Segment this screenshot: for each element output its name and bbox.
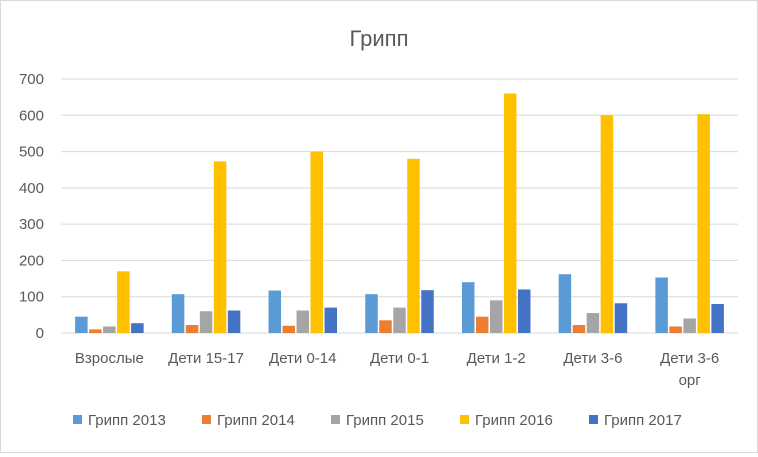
y-tick-label: 700 <box>19 71 44 88</box>
x-tick-label: Взрослые <box>75 350 144 367</box>
bar <box>365 294 378 333</box>
legend-label: Грипп 2015 <box>346 412 424 429</box>
bar <box>711 303 724 333</box>
bar <box>669 326 682 333</box>
bar <box>614 303 628 333</box>
x-tick-label: Дети 15-17 <box>168 350 244 367</box>
bar <box>89 329 102 333</box>
x-axis-categories: Взрослые Дети 15-17 Дети 0-14 Дети 0-1 Дети … <box>75 350 719 389</box>
legend-label: Грипп 2014 <box>217 412 295 429</box>
bar <box>489 300 503 333</box>
bar <box>517 289 531 333</box>
x-tick-label: Дети 3-6 <box>660 350 719 367</box>
bar <box>421 290 434 333</box>
bars <box>75 93 724 334</box>
legend-swatch <box>331 415 340 424</box>
bar <box>324 307 338 333</box>
bar <box>199 311 213 333</box>
bar <box>227 310 241 333</box>
bar <box>268 290 282 333</box>
bar <box>379 320 392 333</box>
legend-swatch <box>589 415 598 424</box>
bar <box>282 325 296 333</box>
y-tick-label: 100 <box>19 289 44 306</box>
x-tick-label: Дети 1-2 <box>467 350 526 367</box>
chart-title: Грипп <box>349 26 408 51</box>
y-tick-label: 0 <box>36 325 44 342</box>
bar <box>310 151 324 333</box>
legend-swatch <box>73 415 82 424</box>
bar <box>475 316 489 333</box>
y-tick-label: 600 <box>19 107 44 124</box>
bar <box>131 323 144 333</box>
x-tick-label: Дети 3-6 <box>563 350 622 367</box>
bar <box>586 313 600 333</box>
bar <box>600 115 614 334</box>
bar <box>683 318 696 333</box>
bar <box>503 93 517 333</box>
x-tick-label: Дети 0-1 <box>370 350 429 367</box>
legend-label: Грипп 2016 <box>475 412 553 429</box>
y-tick-label: 300 <box>19 216 44 233</box>
bar <box>655 277 668 333</box>
bar <box>103 326 116 333</box>
bar <box>75 316 88 333</box>
bar <box>213 161 227 333</box>
legend: Грипп 2013 Грипп 2014 Грипп 2015 Грипп 2016… <box>73 412 682 429</box>
legend-swatch <box>460 415 469 424</box>
legend-label: Грипп 2013 <box>88 412 166 429</box>
legend-swatch <box>202 415 211 424</box>
bar <box>572 325 586 333</box>
bar <box>697 114 710 333</box>
bar <box>117 271 130 333</box>
bar <box>296 310 310 333</box>
y-axis-ticks: 0 100 200 300 400 500 600 700 <box>19 71 44 342</box>
y-tick-label: 200 <box>19 252 44 269</box>
x-tick-label: орг <box>679 372 702 389</box>
bar <box>461 282 475 333</box>
y-tick-label: 500 <box>19 144 44 161</box>
bar <box>393 307 406 333</box>
y-tick-label: 400 <box>19 180 44 197</box>
bar <box>171 294 185 333</box>
gridlines <box>61 78 738 334</box>
bar <box>407 158 420 333</box>
bar <box>558 274 572 333</box>
legend-label: Грипп 2017 <box>604 412 682 429</box>
x-tick-label: Дети 0-14 <box>269 350 336 367</box>
bar <box>185 325 199 333</box>
